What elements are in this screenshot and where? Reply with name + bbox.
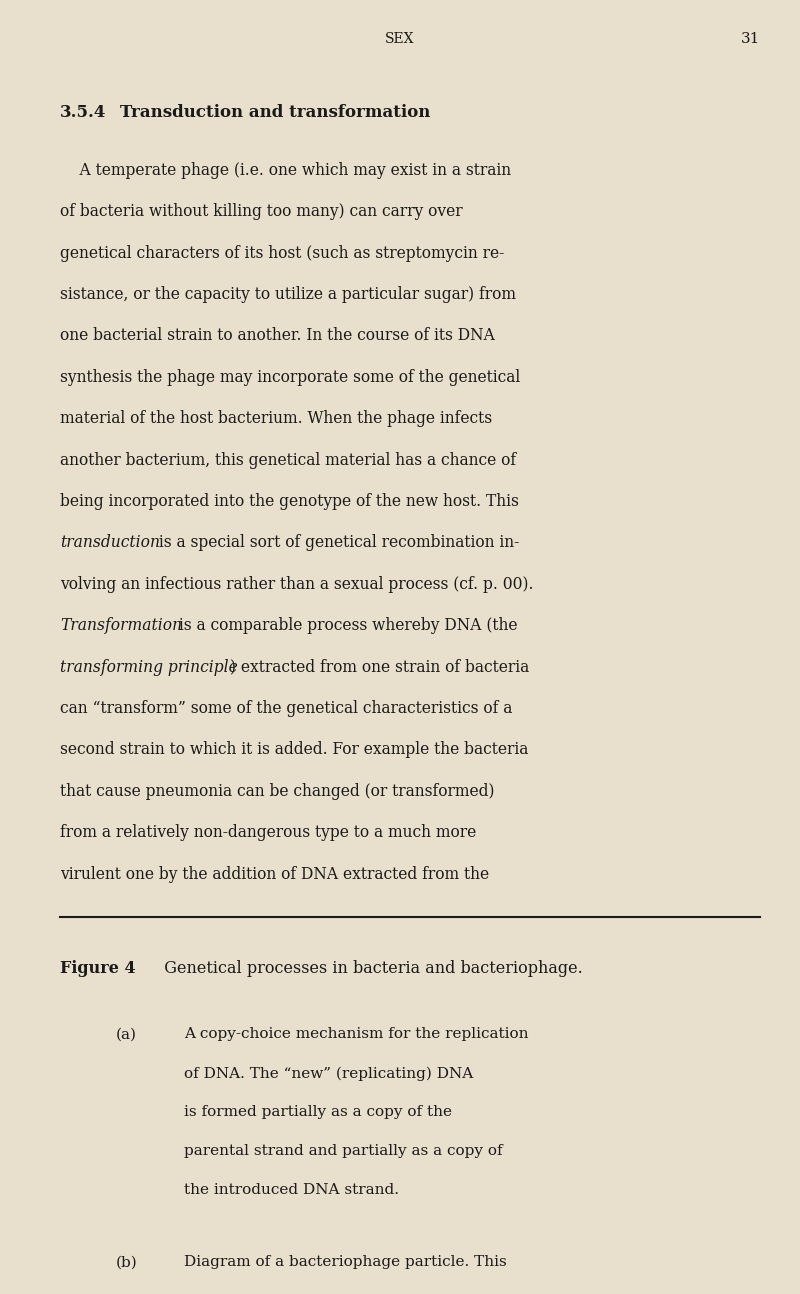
Text: Figure 4: Figure 4 — [60, 960, 136, 977]
Text: ) extracted from one strain of bacteria: ) extracted from one strain of bacteria — [230, 659, 529, 675]
Text: transduction: transduction — [60, 534, 160, 551]
Text: SEX: SEX — [386, 32, 414, 47]
Text: Transformation: Transformation — [60, 617, 182, 634]
Text: A copy-choice mechanism for the replication: A copy-choice mechanism for the replicat… — [184, 1027, 529, 1042]
Text: second strain to which it is added. For example the bacteria: second strain to which it is added. For … — [60, 741, 528, 758]
Text: (a): (a) — [116, 1027, 137, 1042]
Text: parental strand and partially as a copy of: parental strand and partially as a copy … — [184, 1144, 502, 1158]
Text: can “transform” some of the genetical characteristics of a: can “transform” some of the genetical ch… — [60, 700, 512, 717]
Text: synthesis the phage may incorporate some of the genetical: synthesis the phage may incorporate some… — [60, 369, 520, 386]
Text: Transduction and transformation: Transduction and transformation — [120, 104, 430, 120]
Text: that cause pneumonia can be changed (or transformed): that cause pneumonia can be changed (or … — [60, 783, 494, 800]
Text: genetical characters of its host (such as streptomycin re-: genetical characters of its host (such a… — [60, 245, 504, 261]
Text: one bacterial strain to another. In the course of its DNA: one bacterial strain to another. In the … — [60, 327, 495, 344]
Text: being incorporated into the genotype of the new host. This: being incorporated into the genotype of … — [60, 493, 519, 510]
Text: another bacterium, this genetical material has a chance of: another bacterium, this genetical materi… — [60, 452, 516, 468]
Text: Genetical processes in bacteria and bacteriophage.: Genetical processes in bacteria and bact… — [154, 960, 583, 977]
Text: of bacteria without killing too many) can carry over: of bacteria without killing too many) ca… — [60, 203, 462, 220]
Text: is formed partially as a copy of the: is formed partially as a copy of the — [184, 1105, 452, 1119]
Text: from a relatively non-dangerous type to a much more: from a relatively non-dangerous type to … — [60, 824, 476, 841]
Text: is a comparable process whereby DNA (the: is a comparable process whereby DNA (the — [174, 617, 518, 634]
Text: (b): (b) — [116, 1255, 138, 1269]
Text: volving an infectious rather than a sexual process (cf. p. 00).: volving an infectious rather than a sexu… — [60, 576, 534, 593]
Text: Diagram of a bacteriophage particle. This: Diagram of a bacteriophage particle. Thi… — [184, 1255, 506, 1269]
Text: virulent one by the addition of DNA extracted from the: virulent one by the addition of DNA extr… — [60, 866, 489, 883]
Text: the introduced DNA strand.: the introduced DNA strand. — [184, 1183, 399, 1197]
Text: transforming principle: transforming principle — [60, 659, 238, 675]
Text: 3.5.4: 3.5.4 — [60, 104, 106, 120]
Text: material of the host bacterium. When the phage infects: material of the host bacterium. When the… — [60, 410, 492, 427]
Text: 31: 31 — [741, 32, 760, 47]
Text: A temperate phage (i.e. one which may exist in a strain: A temperate phage (i.e. one which may ex… — [60, 162, 511, 179]
Text: sistance, or the capacity to utilize a particular sugar) from: sistance, or the capacity to utilize a p… — [60, 286, 516, 303]
Text: is a special sort of genetical recombination in-: is a special sort of genetical recombina… — [154, 534, 520, 551]
Text: of DNA. The “new” (replicating) DNA: of DNA. The “new” (replicating) DNA — [184, 1066, 474, 1080]
